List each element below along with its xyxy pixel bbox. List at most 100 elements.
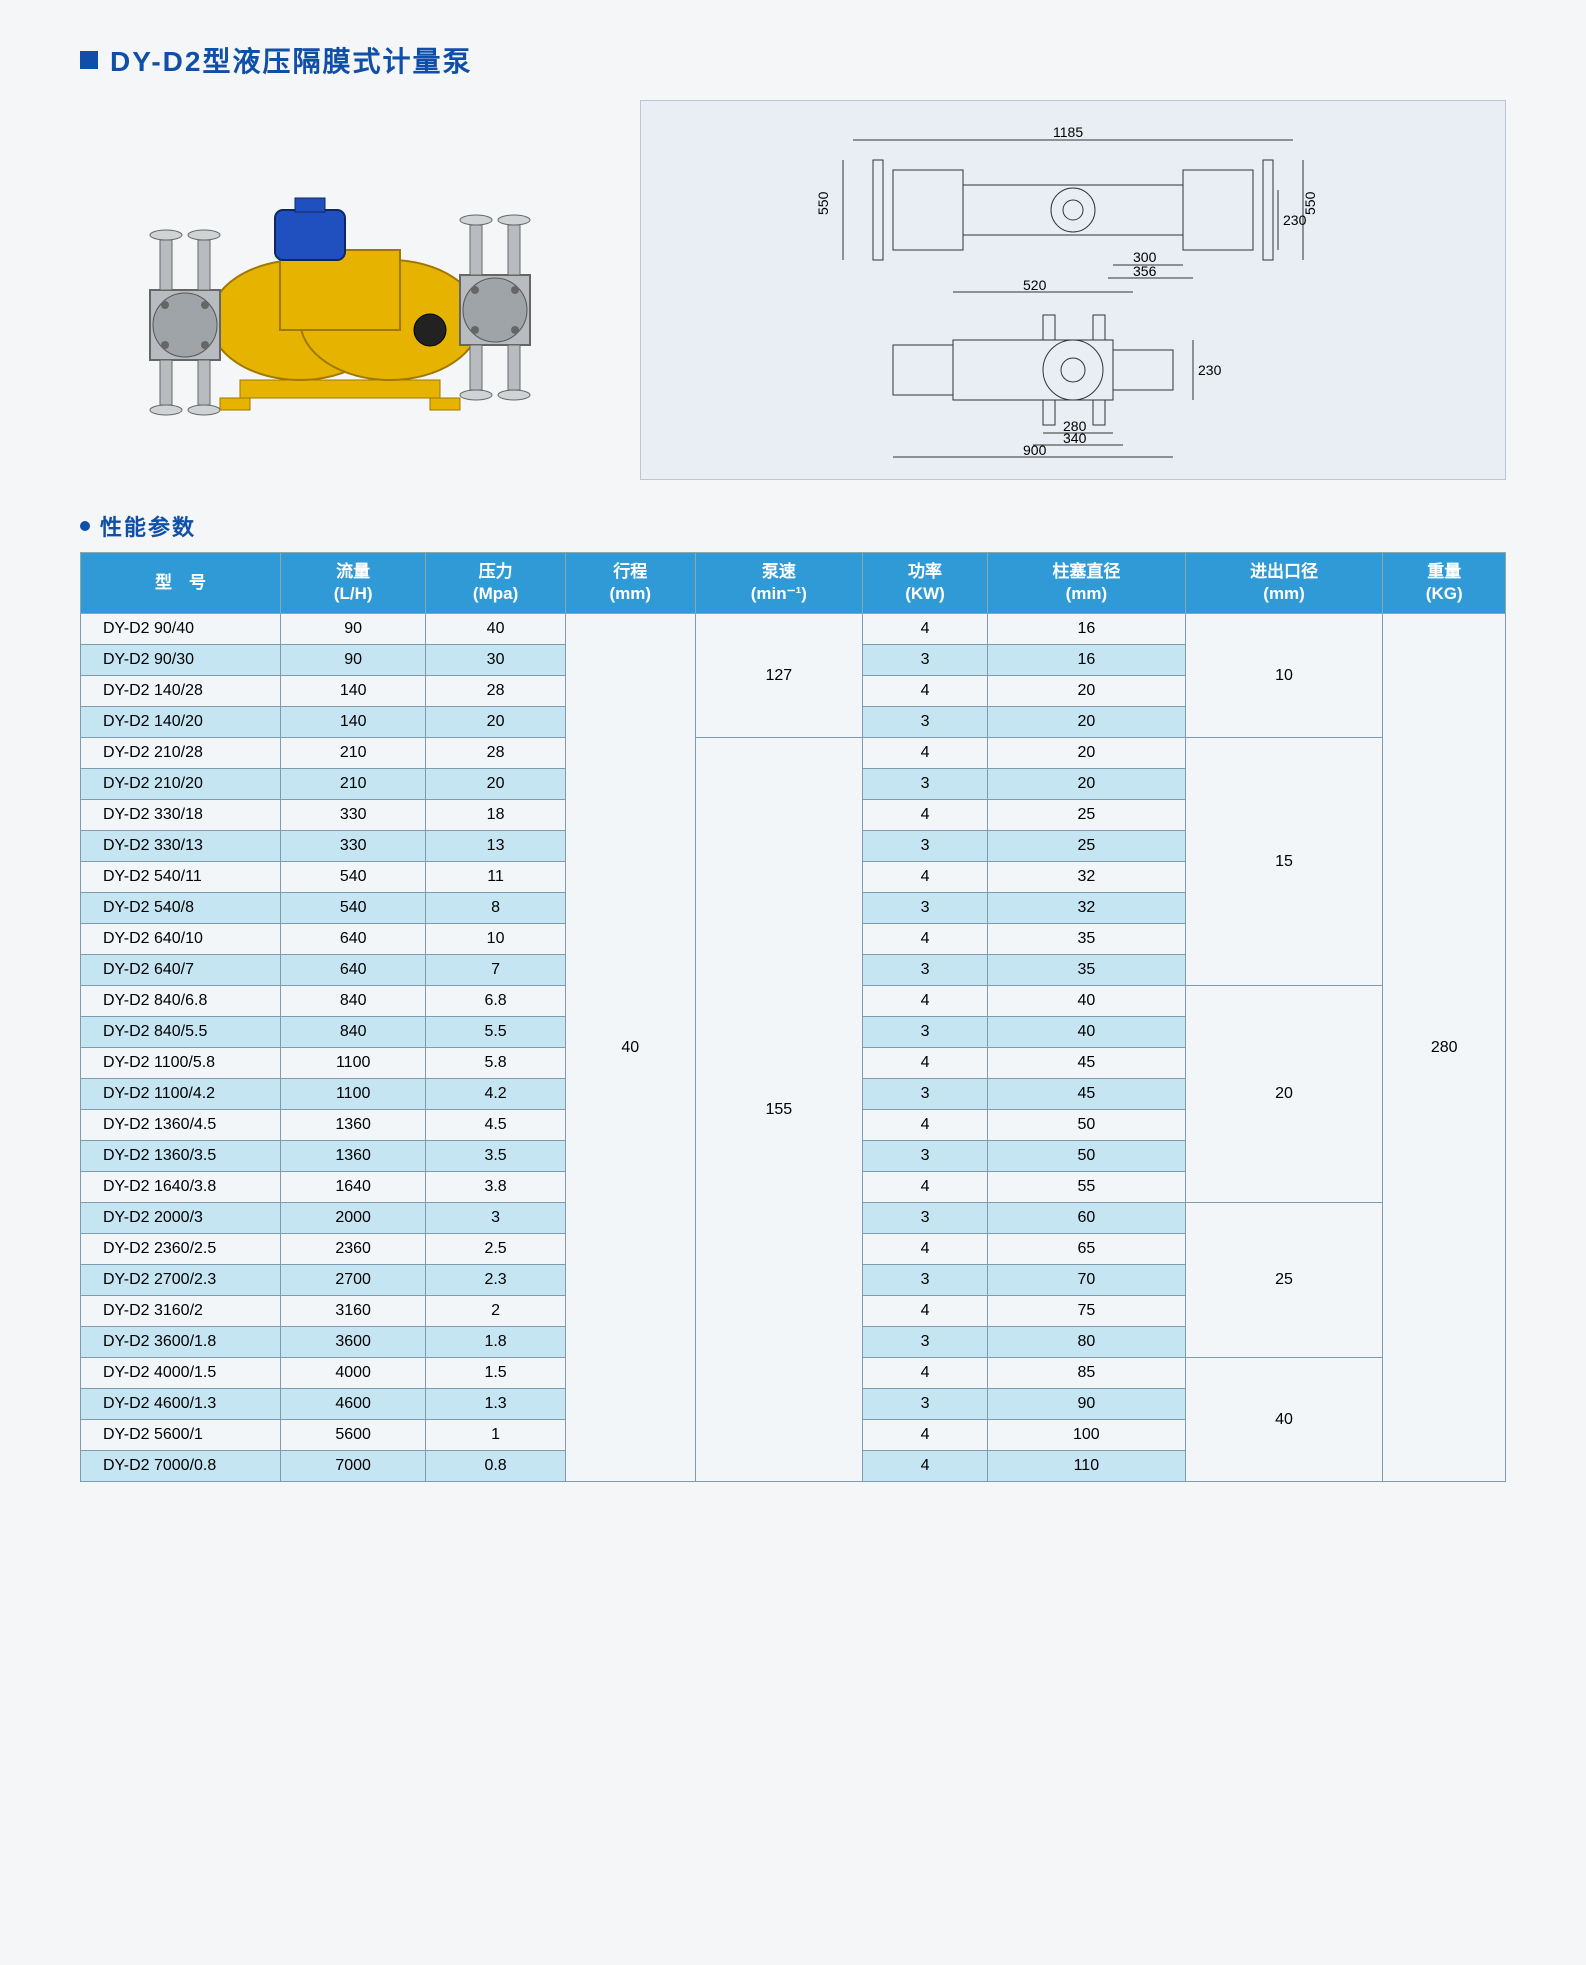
cell-power: 4 <box>863 614 988 645</box>
col-header: 柱塞直径(mm) <box>987 553 1185 614</box>
cell-pressure: 1.8 <box>426 1327 566 1358</box>
cell-pressure: 10 <box>426 924 566 955</box>
cell-pressure: 4.5 <box>426 1110 566 1141</box>
cell-pressure: 20 <box>426 769 566 800</box>
cell-dia: 20 <box>987 738 1185 769</box>
cell-pressure: 6.8 <box>426 986 566 1017</box>
cell-model: DY-D2 4000/1.5 <box>81 1358 281 1389</box>
cell-flow: 540 <box>281 862 426 893</box>
cell-model: DY-D2 1360/4.5 <box>81 1110 281 1141</box>
spec-table-body: DY-D2 90/4090404012741610280DY-D2 90/309… <box>81 614 1506 1482</box>
technical-drawing: 1185 550 550 230 300 356 520 230 <box>640 100 1506 480</box>
cell-pressure: 1 <box>426 1420 566 1451</box>
cell-power: 3 <box>863 1079 988 1110</box>
col-header: 压力(Mpa) <box>426 553 566 614</box>
cell-model: DY-D2 210/20 <box>81 769 281 800</box>
cell-dia: 90 <box>987 1389 1185 1420</box>
dimension-drawing: 1185 550 550 230 300 356 520 230 <box>793 120 1353 460</box>
cell-flow: 840 <box>281 986 426 1017</box>
cell-flow: 2360 <box>281 1234 426 1265</box>
table-row: DY-D2 210/282102815542015 <box>81 738 1506 769</box>
cell-dia: 50 <box>987 1110 1185 1141</box>
cell-dia: 20 <box>987 676 1185 707</box>
cell-flow: 1640 <box>281 1172 426 1203</box>
cell-model: DY-D2 330/13 <box>81 831 281 862</box>
cell-dia: 40 <box>987 1017 1185 1048</box>
cell-dia: 70 <box>987 1265 1185 1296</box>
cell-power: 4 <box>863 1110 988 1141</box>
cell-power: 4 <box>863 738 988 769</box>
page-title: DY-D2型液压隔膜式计量泵 <box>110 40 472 80</box>
dim-340: 340 <box>1063 430 1087 446</box>
cell-flow: 1360 <box>281 1141 426 1172</box>
cell-pressure: 2.3 <box>426 1265 566 1296</box>
dim-356: 356 <box>1133 263 1157 279</box>
cell-power: 3 <box>863 1141 988 1172</box>
col-header: 型 号 <box>81 553 281 614</box>
cell-power: 4 <box>863 1296 988 1327</box>
cell-model: DY-D2 540/11 <box>81 862 281 893</box>
cell-model: DY-D2 90/30 <box>81 645 281 676</box>
cell-model: DY-D2 3600/1.8 <box>81 1327 281 1358</box>
pump-illustration <box>100 120 580 440</box>
cell-flow: 5600 <box>281 1420 426 1451</box>
cell-pressure: 2.5 <box>426 1234 566 1265</box>
cell-power: 3 <box>863 1203 988 1234</box>
cell-power: 3 <box>863 831 988 862</box>
dim-520: 520 <box>1023 277 1047 293</box>
page-title-row: DY-D2型液压隔膜式计量泵 <box>80 40 1506 80</box>
cell-model: DY-D2 90/40 <box>81 614 281 645</box>
cell-dia: 80 <box>987 1327 1185 1358</box>
cell-dia: 20 <box>987 707 1185 738</box>
cell-power: 3 <box>863 645 988 676</box>
bullet-dot-icon <box>80 521 90 531</box>
col-header: 进出口径(mm) <box>1185 553 1383 614</box>
cell-power: 3 <box>863 1327 988 1358</box>
cell-pressure: 3.5 <box>426 1141 566 1172</box>
cell-dia: 110 <box>987 1451 1185 1482</box>
cell-model: DY-D2 1360/3.5 <box>81 1141 281 1172</box>
cell-port: 15 <box>1185 738 1383 986</box>
cell-pressure: 13 <box>426 831 566 862</box>
cell-power: 3 <box>863 1389 988 1420</box>
cell-dia: 25 <box>987 800 1185 831</box>
cell-port: 10 <box>1185 614 1383 738</box>
cell-model: DY-D2 1100/4.2 <box>81 1079 281 1110</box>
cell-dia: 60 <box>987 1203 1185 1234</box>
cell-model: DY-D2 140/28 <box>81 676 281 707</box>
cell-pressure: 0.8 <box>426 1451 566 1482</box>
cell-model: DY-D2 3160/2 <box>81 1296 281 1327</box>
col-header: 流量(L/H) <box>281 553 426 614</box>
dim-230: 230 <box>1283 212 1307 228</box>
cell-model: DY-D2 7000/0.8 <box>81 1451 281 1482</box>
cell-model: DY-D2 640/7 <box>81 955 281 986</box>
cell-model: DY-D2 2000/3 <box>81 1203 281 1234</box>
cell-flow: 3160 <box>281 1296 426 1327</box>
cell-pressure: 3.8 <box>426 1172 566 1203</box>
spec-table-head: 型 号流量(L/H)压力(Mpa)行程(mm)泵速(min⁻¹)功率(KW)柱塞… <box>81 553 1506 614</box>
cell-dia: 55 <box>987 1172 1185 1203</box>
cell-power: 4 <box>863 862 988 893</box>
cell-flow: 140 <box>281 676 426 707</box>
spec-table: 型 号流量(L/H)压力(Mpa)行程(mm)泵速(min⁻¹)功率(KW)柱塞… <box>80 552 1506 1482</box>
cell-model: DY-D2 2700/2.3 <box>81 1265 281 1296</box>
cell-flow: 3600 <box>281 1327 426 1358</box>
cell-dia: 40 <box>987 986 1185 1017</box>
cell-power: 4 <box>863 1420 988 1451</box>
cell-flow: 1100 <box>281 1079 426 1110</box>
cell-power: 4 <box>863 924 988 955</box>
cell-flow: 140 <box>281 707 426 738</box>
cell-dia: 45 <box>987 1048 1185 1079</box>
cell-flow: 640 <box>281 924 426 955</box>
cell-dia: 25 <box>987 831 1185 862</box>
cell-pressure: 18 <box>426 800 566 831</box>
cell-pressure: 8 <box>426 893 566 924</box>
cell-pressure: 20 <box>426 707 566 738</box>
cell-pressure: 3 <box>426 1203 566 1234</box>
cell-model: DY-D2 4600/1.3 <box>81 1389 281 1420</box>
cell-model: DY-D2 540/8 <box>81 893 281 924</box>
cell-power: 4 <box>863 1048 988 1079</box>
cell-power: 3 <box>863 1017 988 1048</box>
cell-flow: 330 <box>281 831 426 862</box>
cell-dia: 85 <box>987 1358 1185 1389</box>
